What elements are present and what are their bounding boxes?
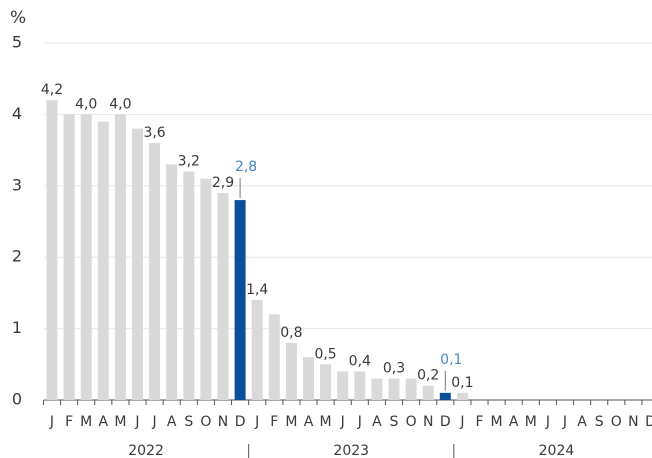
x-tick-label: N: [628, 414, 638, 430]
bar: [371, 378, 383, 400]
y-tick-label: 5: [12, 33, 22, 52]
bar: [268, 314, 280, 400]
x-tick-label: M: [114, 414, 126, 430]
x-tick-label: J: [152, 414, 157, 430]
bar: [183, 171, 195, 400]
x-tick-label: A: [372, 414, 382, 430]
bar: [46, 100, 58, 401]
bar: [422, 385, 434, 400]
x-tick-label: J: [459, 414, 464, 430]
bar: [166, 164, 178, 400]
x-tick-label: A: [304, 414, 314, 430]
value-label: 2,9: [212, 175, 234, 191]
x-tick-label: A: [99, 414, 109, 430]
bar: [149, 142, 161, 400]
x-tick-label: S: [184, 414, 193, 430]
y-tick-label: 2: [12, 247, 22, 266]
bar: [132, 128, 143, 400]
bar: [200, 178, 212, 400]
x-tick-label: M: [285, 414, 297, 430]
value-label: 0,4: [349, 353, 371, 369]
x-tick-label: A: [167, 414, 177, 430]
x-tick-label: J: [49, 414, 54, 430]
x-tick-label: N: [218, 414, 228, 430]
year-label: 2022: [128, 443, 164, 458]
bar: [80, 114, 92, 401]
x-tick-label: F: [475, 414, 483, 430]
x-tick-label: J: [545, 414, 550, 430]
x-tick-label: A: [577, 414, 587, 430]
bar: [388, 378, 400, 400]
bar: [439, 392, 451, 400]
value-label: 0,8: [280, 325, 302, 341]
value-label: 4,0: [75, 96, 97, 112]
bar: [234, 200, 246, 400]
y-tick-label: 1: [12, 318, 22, 337]
bar: [97, 121, 109, 400]
value-label: 0,3: [383, 361, 405, 377]
value-label: 1,4: [246, 282, 268, 298]
y-axis-label: %: [10, 8, 26, 28]
x-tick-label: D: [645, 414, 652, 430]
value-label: 0,1: [440, 352, 462, 368]
x-tick-label: M: [80, 414, 92, 430]
value-label: 4,2: [41, 82, 63, 98]
value-label: 4,0: [109, 96, 131, 112]
x-tick-label: F: [65, 414, 73, 430]
x-tick-label: O: [406, 414, 417, 430]
bar: [285, 342, 297, 400]
value-label: 0,5: [314, 346, 336, 362]
y-tick-label: 0: [12, 390, 22, 409]
x-tick-label: J: [357, 414, 362, 430]
bar: [63, 114, 75, 401]
y-tick-label: 3: [12, 175, 22, 194]
x-tick-label: N: [423, 414, 433, 430]
x-tick-label: J: [340, 414, 345, 430]
value-label: 0,1: [451, 375, 473, 391]
x-tick-label: J: [254, 414, 259, 430]
bar: [217, 192, 229, 400]
bar: [354, 371, 366, 400]
bar: [456, 392, 468, 400]
x-tick-label: F: [270, 414, 278, 430]
bar: [320, 364, 332, 400]
bar: [337, 371, 349, 400]
x-tick-label: S: [595, 414, 604, 430]
value-label: 0,2: [417, 368, 439, 384]
x-tick-label: S: [390, 414, 399, 430]
x-tick-label: A: [509, 414, 519, 430]
x-tick-label: O: [611, 414, 622, 430]
value-label: 3,2: [178, 154, 200, 170]
x-tick-label: J: [134, 414, 139, 430]
bar: [303, 357, 314, 400]
bar: [405, 378, 417, 400]
x-tick-label: M: [525, 414, 537, 430]
x-tick-label: D: [440, 414, 451, 430]
x-tick-label: O: [200, 414, 211, 430]
x-tick-label: D: [235, 414, 246, 430]
value-label: 2,8: [235, 159, 257, 175]
bar: [114, 114, 126, 401]
year-label: 2024: [539, 443, 575, 458]
year-label: 2023: [333, 443, 369, 458]
y-tick-label: 4: [12, 104, 22, 123]
x-tick-label: J: [562, 414, 567, 430]
x-tick-label: M: [491, 414, 503, 430]
x-tick-label: M: [320, 414, 332, 430]
value-label: 3,6: [143, 125, 165, 141]
bar: [251, 300, 263, 400]
